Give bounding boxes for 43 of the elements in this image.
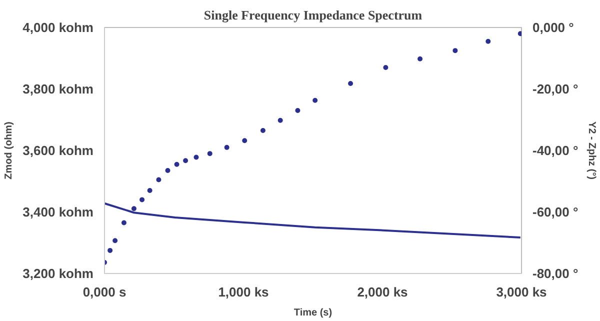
point	[131, 206, 136, 212]
y-tick-label: 3,600 kohm	[22, 143, 94, 158]
point	[194, 154, 199, 160]
y2-tick-label: -80,00 °	[532, 266, 578, 281]
point	[312, 98, 318, 103]
y-tick-label: 3,800 kohm	[22, 82, 94, 96]
point	[418, 56, 423, 62]
point	[108, 248, 113, 253]
x-tick-label: 2,000 ks	[357, 284, 408, 300]
point	[140, 197, 145, 202]
y2-axis-title: Y2 - Zphz (°)	[586, 122, 598, 180]
y-axis-title: Zmod (ohm)	[4, 122, 15, 180]
y2-tick-label: -20,00 °	[532, 82, 578, 96]
y-tick-label: 3,400 kohm	[22, 204, 94, 220]
x-tick-label: 0,000 s	[82, 284, 126, 300]
point	[518, 31, 522, 36]
y-tick-label: 3,200 kohm	[22, 266, 94, 281]
point	[165, 168, 170, 173]
point	[260, 128, 266, 134]
point	[147, 188, 152, 193]
point	[278, 118, 283, 123]
point	[207, 151, 212, 156]
x-axis-title: Time (s)	[294, 308, 332, 318]
y2-tick-label: -40,00 °	[532, 143, 578, 158]
point	[183, 158, 188, 164]
line-series	[104, 202, 522, 239]
point	[224, 144, 230, 150]
point	[486, 38, 491, 44]
x-tick-label: 1,000 ks	[218, 284, 269, 300]
point	[156, 177, 162, 182]
y2-tick-label: -60,00 °	[532, 204, 578, 220]
point	[112, 238, 118, 244]
x-tick-label: 3,000 ks	[496, 284, 547, 300]
chart-title: Single Frequency Impedance Spectrum	[204, 8, 422, 22]
point	[174, 162, 180, 167]
point	[242, 138, 248, 144]
point	[383, 64, 388, 70]
y2-tick-label: 0,000 °	[532, 20, 574, 35]
y-tick-label: 4,000 kohm	[22, 20, 94, 35]
point	[121, 220, 126, 226]
point	[452, 48, 458, 54]
point	[348, 80, 354, 86]
point	[295, 108, 300, 114]
